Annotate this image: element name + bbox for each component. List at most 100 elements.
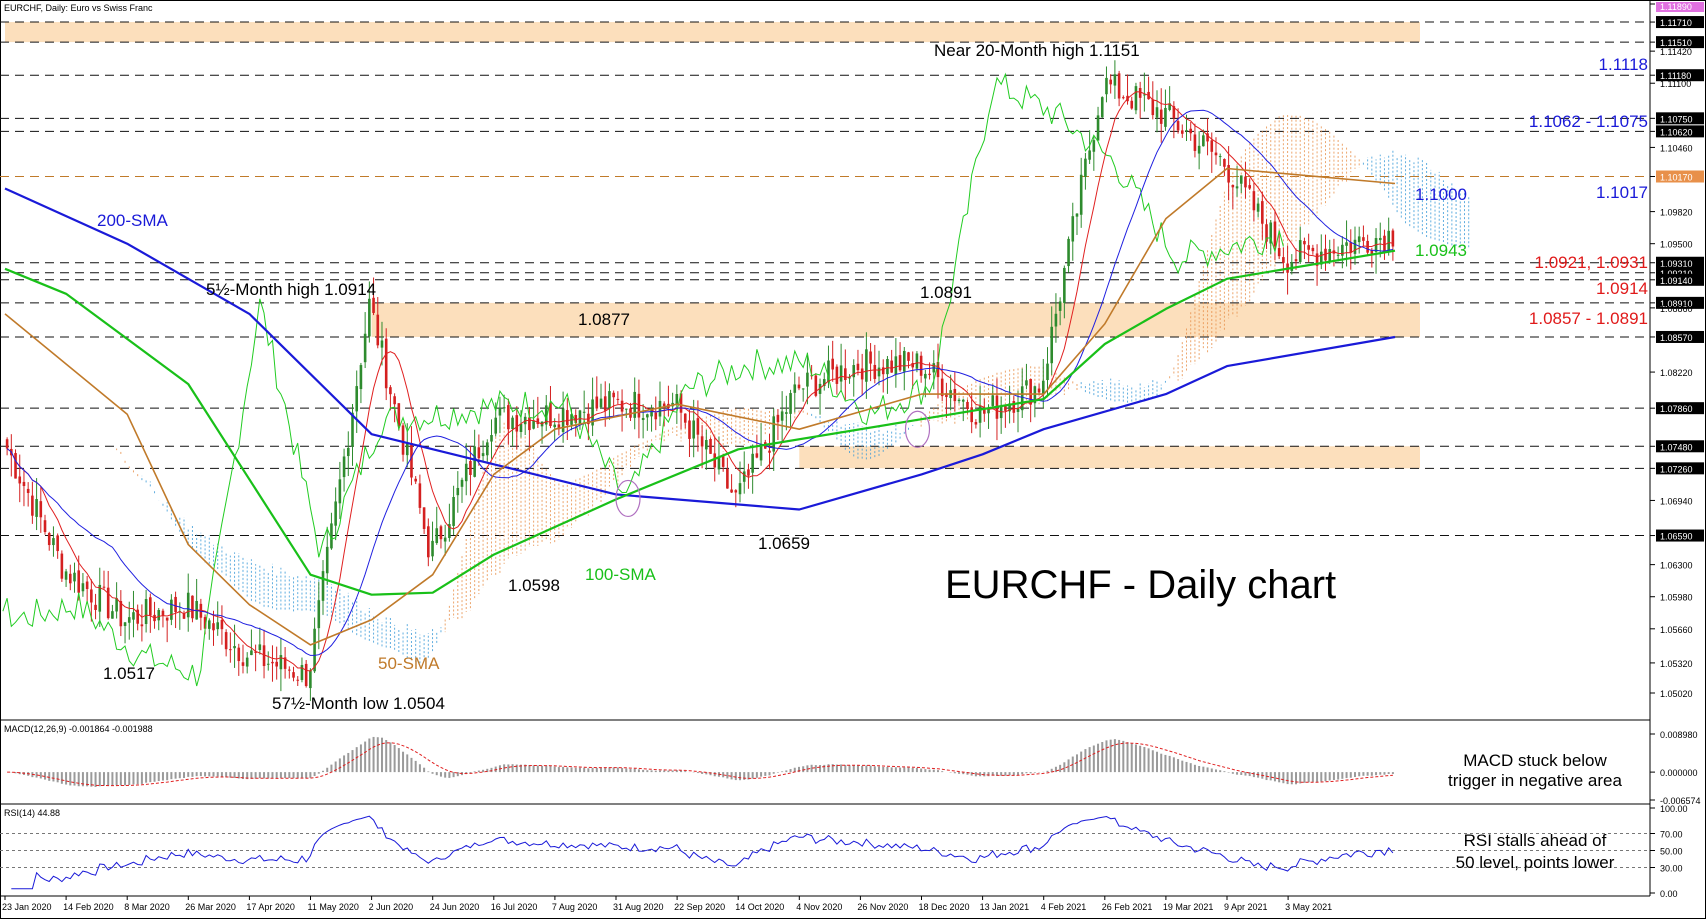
candle-body <box>511 417 514 429</box>
candle-body <box>186 592 190 618</box>
candle-body <box>1100 97 1104 118</box>
candle-body <box>56 535 59 552</box>
candle-body <box>1319 251 1323 265</box>
candle-body <box>747 469 750 476</box>
candle-body <box>620 400 624 412</box>
candle-body <box>1197 145 1201 154</box>
series-100-sma <box>4 249 1396 596</box>
candle-body <box>1244 176 1247 188</box>
candle-body <box>81 583 85 592</box>
candle-body <box>835 366 839 384</box>
candle-body <box>1193 134 1197 151</box>
candle-body <box>321 571 325 601</box>
price-tag <box>1656 36 1704 49</box>
candle-body <box>1029 379 1032 405</box>
candle-body <box>77 570 81 593</box>
candle-body <box>978 406 982 423</box>
candle-body <box>1079 174 1083 215</box>
candle-body <box>1041 380 1045 394</box>
price-tag <box>1656 440 1704 453</box>
price-tick-label: 1.11100 <box>1660 79 1691 89</box>
candle-body <box>334 501 337 526</box>
zones-layer <box>5 22 1421 469</box>
candle-body <box>165 617 169 621</box>
rsi-note-line1: RSI stalls ahead of <box>1464 831 1607 850</box>
candle-body <box>115 598 118 612</box>
candle-body <box>886 358 889 375</box>
candle-body <box>1206 133 1209 142</box>
time-tick-label: 19 Mar 2021 <box>1163 902 1214 912</box>
candle-body <box>561 408 565 432</box>
candle-body <box>31 495 34 516</box>
price-tick-label: 1.10170 <box>1660 173 1693 183</box>
price-tick-label: 1.09500 <box>1660 240 1693 250</box>
candle-body <box>1054 313 1058 327</box>
candle-body <box>123 622 127 626</box>
candle-body <box>818 383 822 394</box>
candle-body <box>683 413 687 423</box>
price-tick-label: 1.08860 <box>1660 304 1693 314</box>
annotation-1-0891: 1.0891 <box>920 283 972 302</box>
candle-body <box>1269 222 1273 244</box>
candle-body <box>1138 87 1142 98</box>
candle-body <box>966 401 969 409</box>
price-tick-label: 1.09820 <box>1660 208 1693 218</box>
candle-body <box>827 360 830 383</box>
candle-body <box>317 600 321 629</box>
candle-body <box>641 418 645 421</box>
candle-body <box>1159 109 1163 124</box>
candle-body <box>987 408 990 414</box>
candle-body <box>250 650 253 656</box>
candle-body <box>848 377 851 379</box>
candle-body <box>705 439 708 450</box>
candle-body <box>170 599 173 620</box>
candle-body <box>1290 262 1294 271</box>
macd-signal-line <box>7 742 1393 787</box>
macd-layer: 0.008980 0.000000 -0.006574 <box>7 730 1701 806</box>
candle-body <box>22 481 26 487</box>
candle-body <box>654 412 658 420</box>
candle-body <box>140 624 144 627</box>
time-tick-label: 3 May 2021 <box>1285 902 1332 912</box>
candle-body <box>346 447 350 457</box>
candle-body <box>464 463 468 482</box>
candle-body <box>245 657 249 667</box>
label-1-1000: 1.1000 <box>1415 185 1467 204</box>
rsi-header: RSI(14) 44.88 <box>4 808 60 818</box>
time-tick-label: 11 May 2020 <box>308 902 359 912</box>
candle-body <box>149 597 152 616</box>
candle-body <box>18 476 22 484</box>
candle-body <box>961 399 965 402</box>
candle-body <box>1075 213 1079 217</box>
candle-body <box>485 442 489 456</box>
candle-body <box>448 524 451 538</box>
candle-body <box>414 478 417 482</box>
main-title: EURCHF - Daily chart <box>945 563 1336 607</box>
tenkan-sen-line <box>6 91 1393 672</box>
candle-body <box>1046 363 1049 381</box>
candle-body <box>431 540 434 557</box>
price-tag-current <box>1656 170 1704 183</box>
candle-body <box>928 373 931 376</box>
candle-body <box>709 439 712 454</box>
candle-body <box>549 402 552 427</box>
candle-body <box>898 355 902 371</box>
levels-layer <box>0 21 1650 537</box>
candle-body <box>507 405 510 430</box>
candle-body <box>1391 230 1395 247</box>
candle-body <box>1063 267 1066 303</box>
candle-body <box>1303 241 1306 245</box>
time-tick-label: 16 Jul 2020 <box>491 902 538 912</box>
rsi-layer: 100.00 70.00 50.00 30.00 0.00 <box>0 804 1688 899</box>
candle-body <box>1298 240 1302 263</box>
rsi-tick-label: 100.00 <box>1660 804 1688 814</box>
candle-body <box>330 523 333 549</box>
candle-body <box>233 646 236 649</box>
candle-body <box>532 420 535 429</box>
candle-body <box>536 418 540 425</box>
candle-body <box>1105 77 1108 95</box>
candle-body <box>692 420 695 439</box>
candle-body <box>902 350 906 372</box>
candle-body <box>557 424 561 430</box>
time-tick-label: 4 Nov 2020 <box>796 902 842 912</box>
